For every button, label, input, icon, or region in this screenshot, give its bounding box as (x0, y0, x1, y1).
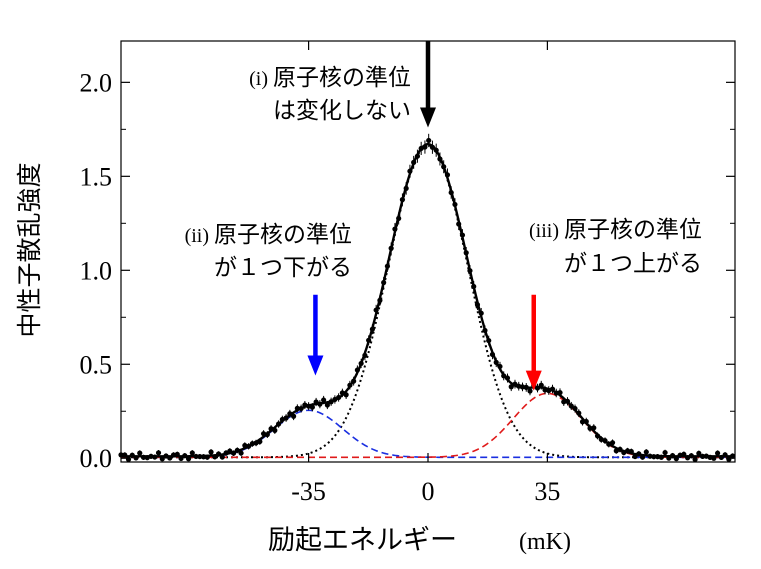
data-point (662, 449, 668, 456)
data-point (125, 456, 132, 462)
x-tick-label: -35 (291, 477, 326, 506)
data-point (291, 413, 297, 419)
annotation-label-line1: (ii) 原子核の準位 (185, 222, 352, 248)
annotation-label-line1: (iii) 原子核の準位 (529, 217, 702, 243)
annotation-text: 原子核の準位 (214, 222, 352, 248)
data-point (692, 456, 698, 463)
data-point (208, 449, 214, 455)
y-axis-label: 中性子散乱強度 (15, 162, 44, 337)
annotation-roman: (i) (249, 68, 273, 90)
annotation-text: 原子核の準位 (273, 65, 411, 91)
data-point (137, 450, 143, 456)
y-tick-label: 0.0 (80, 444, 113, 473)
fit-components (121, 144, 735, 459)
data-point (155, 450, 162, 456)
x-tick-label: 0 (422, 477, 435, 506)
data-point (238, 450, 244, 456)
total-fit-curve (121, 142, 735, 458)
y-tick-label: 1.5 (80, 162, 113, 191)
annotation-label-line1: (i) 原子核の準位 (249, 65, 411, 91)
annotation-label-line2: が１つ上がる (564, 251, 702, 277)
data-point (324, 402, 330, 408)
data-point (527, 388, 533, 394)
annotation-arrow-head (307, 355, 324, 376)
data-point (321, 397, 327, 403)
annotation-label-line2: は変化しない (273, 98, 411, 124)
annotation-text: 原子核の準位 (564, 217, 702, 243)
annotation-arrow-head (525, 370, 542, 391)
y-axis-ticks: 0.0 0.5 1.0 1.5 2.0 (80, 68, 735, 473)
y-tick-label: 2.0 (80, 68, 113, 97)
annotation-arrow-head (420, 107, 436, 128)
data-point (426, 137, 432, 144)
y-tick-label: 1.0 (80, 256, 113, 285)
component-curve-2 (121, 392, 735, 459)
data-point (189, 450, 195, 456)
data-point (696, 450, 702, 456)
component-curve-0 (121, 144, 735, 459)
y-tick-label: 0.5 (80, 350, 113, 379)
component-curve-1 (121, 409, 735, 459)
annotation-roman: (iii) (529, 220, 564, 242)
x-tick-label: 35 (534, 477, 560, 506)
x-axis-unit: (mK) (519, 529, 571, 555)
annotation-roman: (ii) (185, 225, 214, 247)
data-point (643, 449, 649, 455)
annotation-label-line2: が１つ下がる (214, 255, 352, 281)
data-point (715, 450, 721, 456)
data-points (118, 133, 736, 463)
x-axis-label: 励起エネルギー (268, 525, 457, 556)
x-axis-ticks: -35 0 35 (291, 41, 560, 506)
